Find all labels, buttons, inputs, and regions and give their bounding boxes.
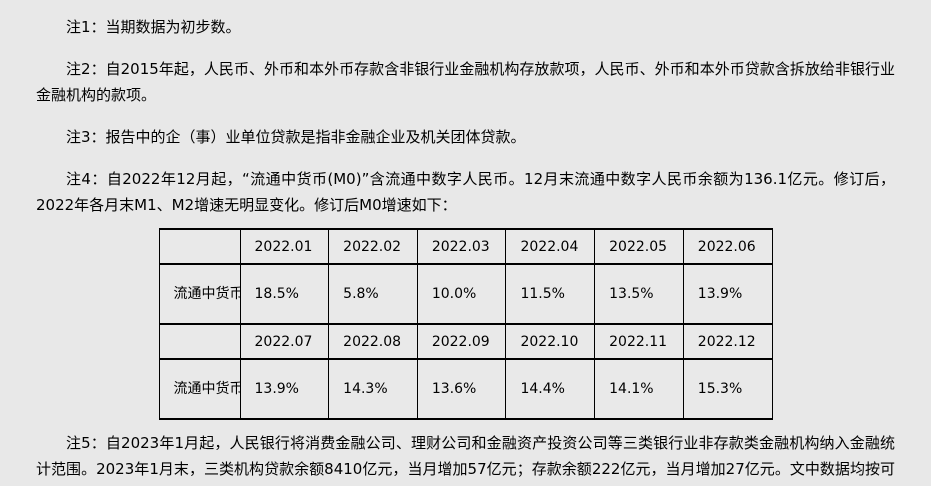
month-header-cell: 2022.12 — [682, 323, 773, 360]
m0-value-cell: 15.3% — [682, 358, 773, 420]
note-5: 注5：自2023年1月起，人民银行将消费金融公司、理财公司和金融资产投资公司等三… — [36, 434, 895, 478]
month-header-cell: 2022.07 — [239, 323, 330, 360]
month-header-cell: 2022.04 — [505, 228, 596, 265]
month-header-cell: 2022.02 — [328, 228, 418, 265]
m0-value-row-h2: 流通中货币(M0) 13.9% 14.3% 13.6% 14.4% 14.1% … — [158, 358, 773, 420]
note-4: 注4：自2022年12月起，“流通中货币(M0)”含流通中数字人民币。12月末流… — [36, 170, 895, 214]
m0-value-cell: 13.5% — [594, 263, 684, 325]
m0-value-cell: 13.9% — [682, 263, 773, 325]
m0-value-cell: 5.8% — [328, 263, 418, 325]
month-header-cell: 2022.08 — [328, 323, 418, 360]
m0-value-cell: 10.0% — [416, 263, 507, 325]
corner-cell — [158, 228, 241, 265]
m0-growth-table: 2022.01 2022.02 2022.03 2022.04 2022.05 … — [158, 228, 773, 420]
corner-cell — [158, 323, 241, 360]
m0-value-row-h1: 流通中货币(M0) 18.5% 5.8% 10.0% 11.5% 13.5% 1… — [158, 263, 773, 325]
month-header-cell: 2022.01 — [239, 228, 330, 265]
m0-value-cell: 18.5% — [239, 263, 330, 325]
month-header-row-h2: 2022.07 2022.08 2022.09 2022.10 2022.11 … — [158, 323, 773, 360]
month-header-cell: 2022.06 — [682, 228, 773, 265]
month-header-cell: 2022.10 — [505, 323, 596, 360]
month-header-cell: 2022.03 — [416, 228, 507, 265]
m0-value-cell: 11.5% — [505, 263, 596, 325]
month-header-row-h1: 2022.01 2022.02 2022.03 2022.04 2022.05 … — [158, 228, 773, 265]
month-header-cell: 2022.05 — [594, 228, 684, 265]
note-2: 注2：自2015年起，人民币、外币和本外币存款含非银行业金融机构存放款项，人民币… — [36, 60, 895, 104]
note-1: 注1：当期数据为初步数。 — [66, 18, 241, 36]
month-header-cell: 2022.11 — [594, 323, 684, 360]
m0-value-cell: 14.1% — [594, 358, 684, 420]
row-label-m0: 流通中货币(M0) — [158, 263, 241, 325]
m0-value-cell: 13.9% — [239, 358, 330, 420]
m0-value-cell: 14.3% — [328, 358, 418, 420]
note-3: 注3：报告中的企（事）业单位贷款是指非金融企业及机关团体贷款。 — [66, 128, 526, 146]
m0-value-cell: 14.4% — [505, 358, 596, 420]
month-header-cell: 2022.09 — [416, 323, 507, 360]
m0-value-cell: 13.6% — [416, 358, 507, 420]
row-label-m0: 流通中货币(M0) — [158, 358, 241, 420]
